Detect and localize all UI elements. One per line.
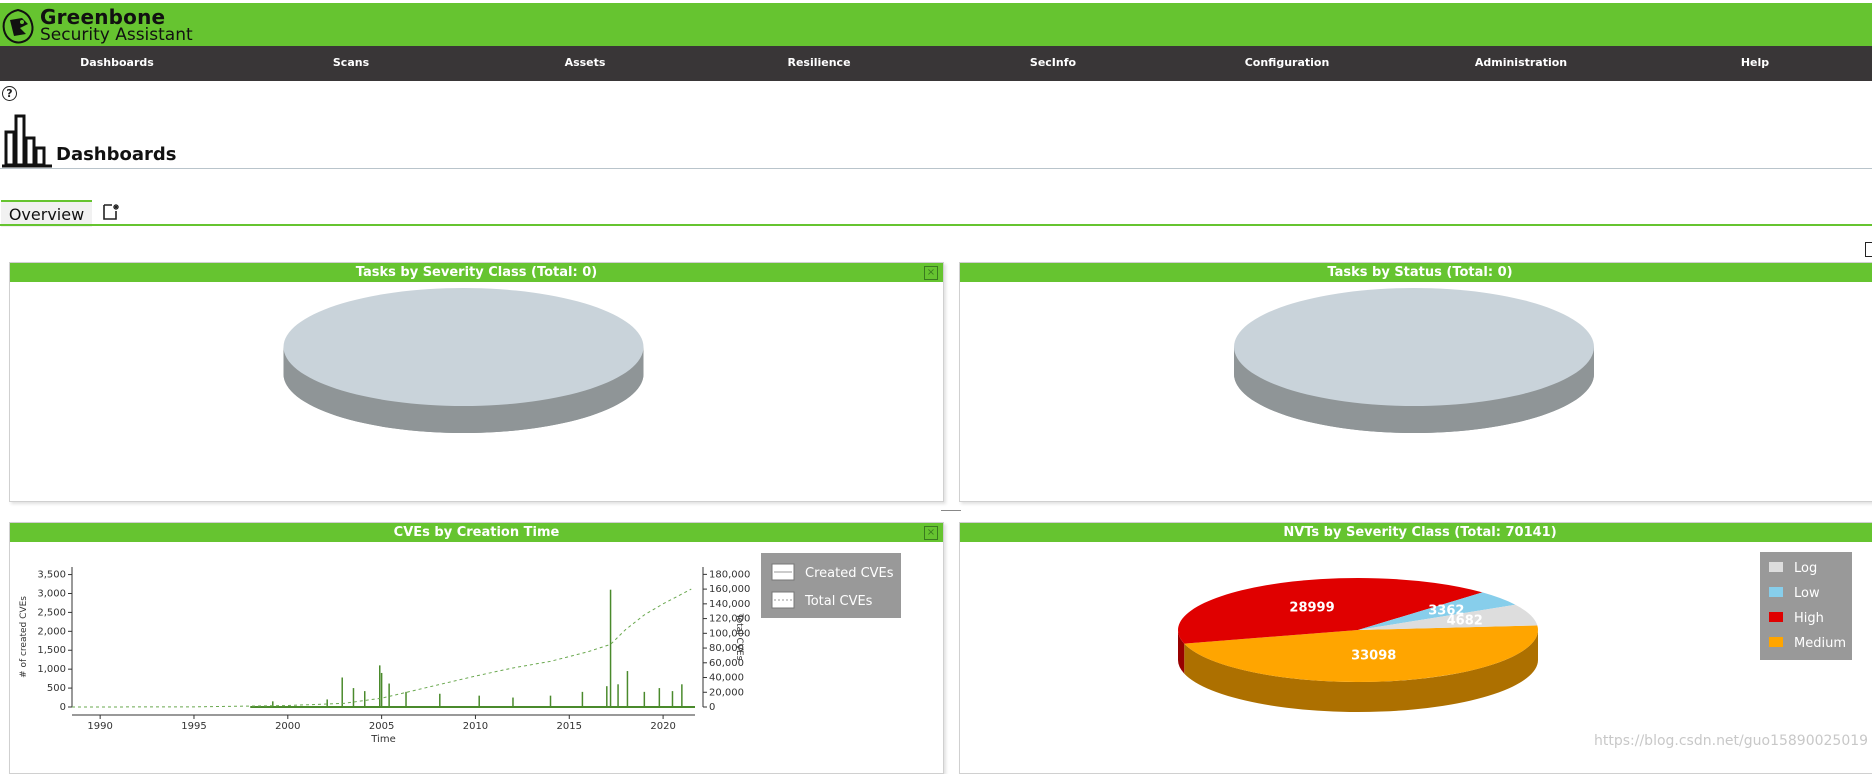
- y2-tick-label: 0: [709, 702, 715, 713]
- y-tick-label: 1,500: [37, 645, 66, 656]
- brand-subtitle: Security Assistant: [40, 25, 193, 45]
- legend-swatch: [1769, 562, 1783, 572]
- nav-secinfo[interactable]: SecInfo: [1029, 56, 1077, 69]
- tabs-divider: [0, 224, 1872, 226]
- y-tick-label: 1,000: [37, 664, 66, 675]
- title-divider: [0, 168, 1872, 169]
- x-tick-label: 1990: [87, 721, 112, 732]
- panel-title: CVEs by Creation Time: [10, 523, 943, 542]
- panel-nvts-by-severity: NVTs by Severity Class (Total: 70141) 33…: [959, 522, 1872, 774]
- panel-row-separator[interactable]: [941, 510, 961, 511]
- page-title: Dashboards: [56, 144, 177, 165]
- y-tick-label: 2,000: [37, 626, 66, 637]
- y2-tick-label: 20,000: [709, 687, 744, 698]
- legend-swatch: [1769, 637, 1783, 647]
- pie-value-label: 4682: [1447, 614, 1483, 629]
- top-banner: Greenbone Security Assistant: [0, 3, 1872, 46]
- nav-scans[interactable]: Scans: [332, 56, 370, 69]
- new-dashboard-icon[interactable]: [102, 203, 120, 221]
- legend-label: Total CVEs: [804, 594, 873, 609]
- nav-resilience[interactable]: Resilience: [787, 56, 851, 69]
- y2-tick-label: 180,000: [709, 569, 750, 580]
- empty-pie-chart: [1234, 288, 1594, 433]
- y-tick-label: 2,500: [37, 607, 66, 618]
- pie-value-label: 28999: [1289, 601, 1334, 616]
- x-tick-label: 2015: [557, 721, 582, 732]
- pie-value-label: 33098: [1351, 649, 1396, 664]
- y2-axis-label: Total CVEs: [734, 613, 744, 661]
- panel-title: Tasks by Severity Class (Total: 0): [10, 263, 943, 282]
- y-tick-label: 3,500: [37, 570, 66, 581]
- x-tick-label: 2010: [463, 721, 488, 732]
- brand-name: Greenbone: [40, 5, 166, 29]
- y2-tick-label: 60,000: [709, 658, 744, 669]
- main-nav: Dashboards Scans Assets Resilience SecIn…: [0, 46, 1872, 81]
- nav-assets[interactable]: Assets: [564, 56, 606, 69]
- legend-label: Log: [1794, 561, 1817, 576]
- legend-label: Medium: [1794, 636, 1846, 651]
- x-tick-label: 2000: [275, 721, 300, 732]
- pie-slice-high: [1178, 578, 1483, 644]
- pie-value-label: 3362: [1428, 603, 1464, 618]
- empty-pie-chart: [283, 288, 644, 433]
- panel-cves-by-creation-time: CVEs by Creation Time × 0 500 1,000 1,500 2,…: [9, 522, 944, 774]
- close-icon[interactable]: ×: [924, 266, 938, 280]
- y-axis-label: # of created CVEs: [19, 596, 29, 678]
- y-tick-label: 0: [60, 702, 66, 713]
- legend-label: Created CVEs: [805, 566, 894, 581]
- pie-slice-medium: [1184, 625, 1538, 682]
- panel-title: Tasks by Status (Total: 0): [960, 263, 1872, 282]
- legend-swatch: [1769, 587, 1783, 597]
- legend-label: Low: [1794, 586, 1820, 601]
- y2-tick-label: 40,000: [709, 673, 744, 684]
- y-tick-label: 500: [47, 683, 66, 694]
- nav-help[interactable]: Help: [1740, 56, 1770, 69]
- dashboard-icon: [2, 114, 52, 168]
- edit-dashboard-icon[interactable]: [1865, 242, 1872, 257]
- y2-tick-label: 80,000: [709, 643, 744, 654]
- pie-side-high: [1178, 630, 1185, 674]
- pie-slice-log: [1358, 604, 1538, 630]
- help-icon[interactable]: ?: [2, 86, 17, 101]
- x-axis-label: Time: [370, 734, 395, 745]
- x-tick-label: 2005: [369, 721, 394, 732]
- panel-title: NVTs by Severity Class (Total: 70141): [960, 523, 1872, 542]
- watermark: https://blog.csdn.net/guo15890025019: [1594, 733, 1869, 749]
- nav-configuration[interactable]: Configuration: [1244, 56, 1330, 69]
- tab-overview[interactable]: Overview: [1, 200, 92, 227]
- y2-tick-label: 140,000: [709, 599, 750, 610]
- y2-tick-label: 120,000: [709, 614, 750, 625]
- legend-label: High: [1794, 611, 1824, 626]
- panel-tasks-by-severity: Tasks by Severity Class (Total: 0) ×: [9, 262, 944, 502]
- total-cves-line: [71, 588, 692, 708]
- pie-side-medium: [1184, 630, 1538, 713]
- x-tick-label: 2020: [650, 721, 675, 732]
- y2-tick-label: 100,000: [709, 628, 750, 639]
- greenbone-logo-icon: [2, 8, 34, 44]
- panel-tasks-by-status: Tasks by Status (Total: 0): [959, 262, 1872, 502]
- pie-slice-low: [1358, 592, 1516, 630]
- close-icon[interactable]: ×: [924, 526, 938, 540]
- x-tick-label: 1995: [181, 721, 206, 732]
- cves-line-chart: 0 500 1,000 1,500 2,000 2,500 3,000 3,500 0 20,00…: [19, 553, 901, 745]
- nav-administration[interactable]: Administration: [1474, 56, 1568, 69]
- y2-tick-label: 160,000: [709, 584, 750, 595]
- legend-swatch: [1769, 612, 1783, 622]
- nav-dashboards[interactable]: Dashboards: [80, 56, 154, 69]
- y-tick-label: 3,000: [37, 588, 66, 599]
